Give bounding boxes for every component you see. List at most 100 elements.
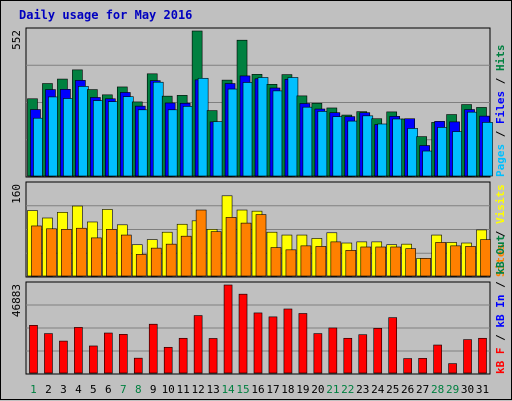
bar-pages-day-27 (422, 150, 433, 177)
x-tick-label-day-28: 28 (431, 383, 444, 396)
bar-pages-day-24 (377, 123, 389, 177)
bar-kb-f-day-5 (89, 345, 98, 374)
bar-sites-day-28 (435, 242, 446, 277)
bar-kb-f-day-20 (313, 333, 323, 374)
bar-kb-f-day-26 (403, 358, 412, 374)
x-tick-label-day-23: 23 (356, 383, 369, 396)
legend-label-kb-in: kB In (494, 295, 507, 328)
bar-pages-day-5 (93, 100, 104, 177)
bar-kb-f-day-4 (74, 327, 83, 374)
x-tick-label-day-26: 26 (401, 383, 414, 396)
bar-pages-day-6 (108, 101, 119, 177)
x-tick-label-day-22: 22 (341, 383, 354, 396)
bar-kb-f-day-18 (283, 308, 293, 374)
bar-pages-day-21 (332, 116, 344, 177)
bar-pages-day-17 (272, 90, 284, 177)
y-max-label-visits-sites: 160 (10, 184, 23, 204)
bar-kb-f-day-1 (29, 325, 38, 374)
x-tick-label-day-9: 9 (150, 383, 157, 396)
bar-pages-day-4 (78, 86, 89, 177)
bar-sites-day-5 (91, 237, 102, 277)
bar-sites-day-12 (195, 209, 207, 277)
x-tick-label-day-4: 4 (75, 383, 82, 396)
bar-sites-day-24 (375, 246, 387, 277)
bar-pages-day-30 (467, 111, 478, 177)
legend-label-hits: Hits (494, 45, 507, 72)
bar-pages-day-20 (317, 111, 329, 177)
bar-sites-day-11 (180, 235, 192, 277)
legend-separator: / (494, 124, 507, 144)
legend-separator: / (494, 328, 507, 348)
bar-pages-day-9 (152, 81, 164, 177)
bar-kb-f-day-13 (208, 338, 218, 374)
x-tick-label-day-8: 8 (135, 383, 142, 396)
y-max-label-kbytes: 46883 (10, 284, 23, 317)
legend-label-pages: Pages (494, 144, 507, 177)
x-tick-label-day-15: 15 (236, 383, 249, 396)
bar-pages-day-18 (287, 77, 299, 177)
bar-sites-day-23 (360, 246, 372, 277)
bar-pages-day-3 (63, 98, 74, 177)
bar-sites-day-9 (150, 247, 162, 277)
bar-sites-day-15 (240, 222, 252, 277)
x-tick-label-day-18: 18 (281, 383, 294, 396)
bar-kb-f-day-15 (238, 293, 248, 374)
bar-sites-day-25 (390, 246, 402, 277)
bar-pages-day-11 (182, 106, 194, 177)
x-tick-label-day-13: 13 (206, 383, 219, 396)
bar-kb-f-day-30 (463, 339, 472, 374)
bar-kb-f-day-25 (388, 317, 398, 374)
bar-sites-day-7 (120, 234, 132, 277)
bar-pages-day-19 (302, 106, 314, 177)
bar-sites-day-2 (46, 228, 57, 277)
x-tick-label-day-10: 10 (162, 383, 175, 396)
x-tick-label-day-19: 19 (296, 383, 309, 396)
bar-sites-day-4 (76, 227, 87, 277)
chart-title: Daily usage for May 2016 (19, 8, 193, 22)
bar-pages-day-23 (362, 115, 374, 177)
bar-kb-f-day-21 (328, 327, 338, 374)
legend-label-kb-f: kB F (494, 348, 507, 375)
x-tick-label-day-2: 2 (45, 383, 52, 396)
legend-label-sites: Sites (494, 244, 507, 277)
x-tick-label-day-20: 20 (311, 383, 324, 396)
bar-sites-day-14 (225, 217, 237, 277)
bar-sites-day-27 (420, 258, 431, 277)
x-tick-label-day-29: 29 (446, 383, 459, 396)
bar-pages-day-14 (227, 88, 239, 177)
bar-pages-day-10 (167, 109, 179, 177)
x-tick-label-day-16: 16 (251, 383, 264, 396)
bar-sites-day-13 (210, 231, 222, 277)
legend-label-visits: Visits (494, 184, 507, 224)
bar-sites-day-22 (345, 250, 357, 277)
x-tick-label-day-21: 21 (326, 383, 339, 396)
bar-kb-f-day-29 (448, 363, 457, 374)
bar-sites-day-18 (285, 249, 297, 277)
x-tick-label-day-7: 7 (120, 383, 127, 396)
legend-separator: / (494, 275, 507, 295)
bar-kb-f-day-22 (343, 337, 353, 374)
bar-pages-day-15 (242, 82, 254, 177)
bar-kb-f-day-23 (358, 334, 368, 374)
bar-pages-day-12 (197, 77, 209, 177)
bar-sites-day-31 (480, 239, 491, 277)
x-tick-label-day-3: 3 (60, 383, 67, 396)
bar-kb-f-day-28 (433, 344, 442, 374)
bar-sites-day-29 (450, 245, 461, 277)
bar-kb-f-day-10 (163, 346, 173, 374)
x-tick-label-day-24: 24 (371, 383, 385, 396)
bar-pages-day-22 (347, 120, 359, 177)
bar-pages-day-7 (122, 96, 134, 177)
bar-sites-day-10 (165, 243, 177, 277)
bar-sites-day-19 (300, 245, 312, 277)
bar-pages-day-29 (452, 131, 463, 177)
bar-kb-f-day-8 (133, 357, 143, 374)
bar-pages-day-16 (257, 77, 269, 177)
bar-pages-day-8 (137, 109, 149, 177)
x-tick-label-day-17: 17 (266, 383, 279, 396)
x-tick-label-day-14: 14 (221, 383, 235, 396)
bar-pages-day-1 (33, 117, 44, 177)
bar-pages-day-2 (48, 96, 59, 177)
